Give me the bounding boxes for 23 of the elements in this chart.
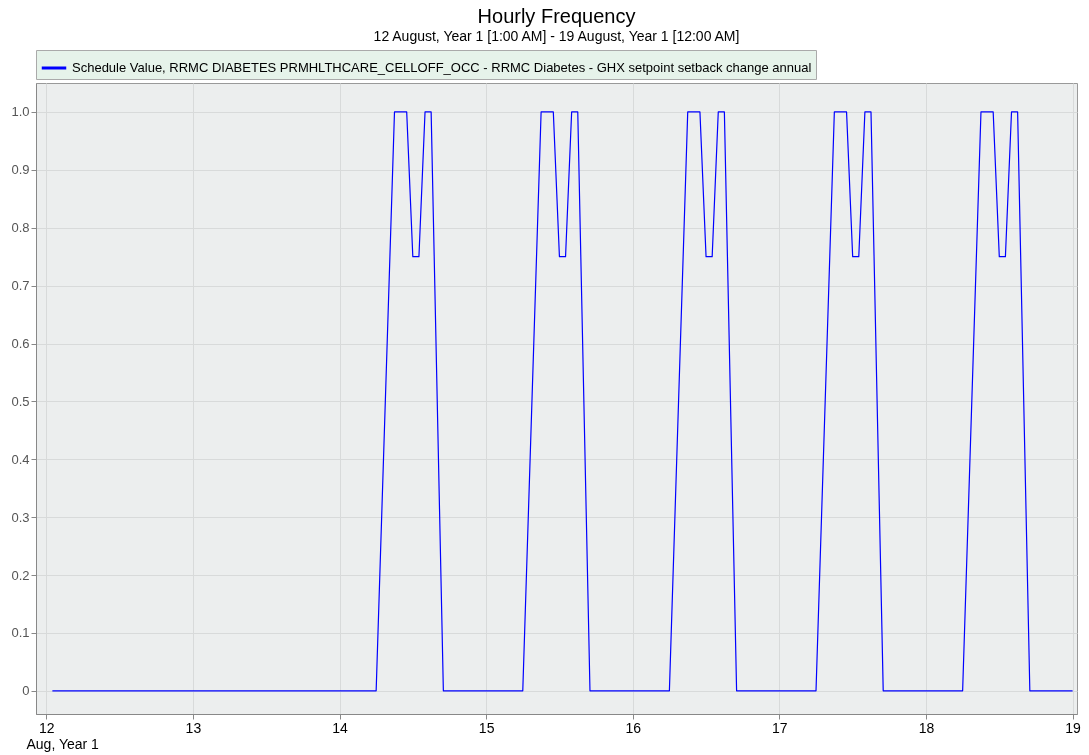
y-tick-label: 0.4 <box>11 451 30 467</box>
x-tick-label: 16 <box>625 719 642 736</box>
y-tick-label: 0 <box>22 683 30 699</box>
y-tick-label: 0.3 <box>11 509 30 525</box>
y-tick-label: 0.7 <box>11 278 30 294</box>
x-tick-label: 18 <box>918 719 935 736</box>
x-tick-label: 19 <box>1065 719 1082 736</box>
x-tick-label: 17 <box>772 719 788 736</box>
legend-label: Schedule Value, RRMC DIABETES PRMHLTHCARE_CELLOFF_OCC - RRMC Diabetes - GHX setpoint setback change annual <box>72 60 812 75</box>
y-tick-label: 0.2 <box>11 567 30 583</box>
y-tick-label: 0.8 <box>11 220 30 236</box>
x-tick-label: 12 <box>38 719 55 736</box>
y-tick-label: 0.9 <box>11 162 30 178</box>
x-tick-label: 13 <box>185 719 202 736</box>
chart-title: Hourly Frequency <box>477 4 636 27</box>
y-tick-label: 1.0 <box>11 104 30 120</box>
chart-subtitle: 12 August, Year 1 [1:00 AM] - 19 August, Year 1 [12:00 AM] <box>373 27 740 44</box>
x-axis-title: Aug, Year 1 <box>26 735 100 752</box>
x-tick-label: 15 <box>478 719 495 736</box>
y-tick-label: 0.5 <box>11 393 30 409</box>
x-tick-label: 14 <box>332 719 348 736</box>
y-tick-label: 0.1 <box>11 625 30 641</box>
y-tick-label: 0.6 <box>11 336 30 351</box>
